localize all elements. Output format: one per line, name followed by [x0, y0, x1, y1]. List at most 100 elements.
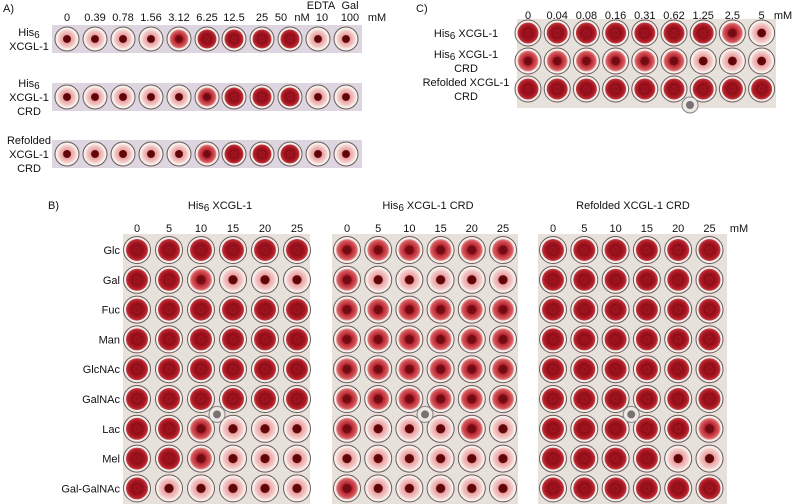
row-label: His6 XCGL-1	[434, 49, 498, 63]
plate	[332, 234, 518, 504]
well-agglutinated	[221, 26, 247, 52]
column-label: 15	[227, 223, 239, 235]
well-agglutinated	[570, 265, 599, 294]
well-partial	[426, 236, 455, 264]
well-cells	[254, 417, 276, 440]
well-cells	[308, 29, 328, 49]
column-label: 5	[759, 10, 765, 22]
well-agglutinated	[602, 19, 630, 47]
well-agglutinated	[123, 474, 151, 503]
well-cells	[751, 50, 773, 72]
well-cells	[57, 144, 77, 164]
well-cells	[492, 447, 514, 470]
plate-marker	[416, 405, 434, 423]
well-button	[426, 265, 455, 294]
column-label: 50	[275, 12, 287, 24]
well-agglutinated	[251, 355, 279, 384]
well-partial	[187, 414, 215, 443]
column-label: 0.39	[84, 12, 105, 24]
well-cells	[158, 298, 180, 321]
well-button	[166, 84, 192, 110]
well-agglutinated	[123, 265, 151, 294]
column-label: 5	[375, 223, 381, 235]
well-partial	[395, 236, 424, 264]
well-cells	[336, 328, 358, 351]
well-agglutinated	[277, 26, 303, 52]
well-cells	[286, 447, 308, 470]
well-cells	[169, 144, 189, 164]
row-label-man: Man	[99, 334, 120, 346]
row-label: His6	[18, 78, 40, 92]
well-cells	[604, 358, 627, 381]
well-agglutinated	[601, 444, 630, 473]
well-cells	[605, 22, 627, 44]
well-agglutinated	[570, 236, 599, 264]
well-button	[489, 414, 517, 443]
well-cells	[367, 298, 390, 321]
well-partial	[333, 325, 361, 354]
well-cells	[85, 29, 105, 49]
well-agglutinated	[123, 295, 151, 324]
well-cells	[252, 144, 272, 164]
well-cells	[605, 78, 627, 100]
well-cells	[429, 417, 452, 440]
well-agglutinated	[283, 236, 311, 264]
well-agglutinated	[572, 19, 600, 47]
well-button	[718, 47, 746, 75]
well-button	[364, 444, 393, 473]
well-agglutinated	[664, 265, 693, 294]
column-label: 25	[291, 223, 303, 235]
well-partial	[489, 355, 517, 384]
well-agglutinated	[695, 385, 724, 413]
well-partial	[333, 295, 361, 324]
well-cells	[254, 388, 276, 410]
well-cells	[573, 239, 596, 261]
column-label: 0	[134, 223, 140, 235]
column-label: 0	[64, 12, 70, 24]
well-cells	[698, 239, 721, 261]
well-cells	[367, 358, 390, 381]
panel-c-label: C)	[416, 3, 428, 15]
well-agglutinated	[251, 385, 279, 413]
column-label: 20	[259, 223, 271, 235]
well-cells	[126, 477, 148, 500]
well-agglutinated	[277, 84, 303, 110]
well-cells	[542, 328, 564, 351]
well-partial	[457, 325, 486, 354]
well-agglutinated	[539, 444, 567, 473]
row-label: CRD	[454, 63, 478, 75]
well-button	[364, 265, 393, 294]
well-button	[333, 444, 361, 473]
well-cells	[429, 388, 452, 410]
column-label: 0	[344, 223, 350, 235]
well-agglutinated	[249, 84, 275, 110]
well-cells	[398, 388, 421, 410]
well-partial	[333, 414, 361, 443]
well-cells	[308, 87, 328, 107]
well-partial	[364, 295, 393, 324]
well-agglutinated	[601, 295, 630, 324]
well-button	[689, 47, 717, 75]
well-cells	[460, 268, 483, 291]
well-cells	[517, 50, 539, 72]
well-cells	[308, 144, 328, 164]
well-agglutinated	[249, 26, 275, 52]
well-cells	[158, 239, 180, 261]
well-cells	[604, 417, 627, 440]
well-partial	[572, 47, 600, 75]
well-cells	[542, 447, 564, 470]
well-partial	[364, 236, 393, 264]
well-button	[333, 141, 359, 167]
well-cells	[635, 328, 658, 351]
well-button	[155, 474, 183, 503]
well-agglutinated	[664, 295, 693, 324]
well-button	[748, 47, 776, 75]
well-cells	[158, 477, 180, 500]
well-cells	[429, 358, 452, 381]
plate-title: His6 XCGL-1 CRD	[382, 200, 473, 214]
well-cells	[751, 78, 773, 100]
well-cells	[280, 29, 300, 49]
well-cells	[604, 239, 627, 261]
column-label: 0.78	[112, 12, 133, 24]
well-cells	[190, 477, 212, 500]
